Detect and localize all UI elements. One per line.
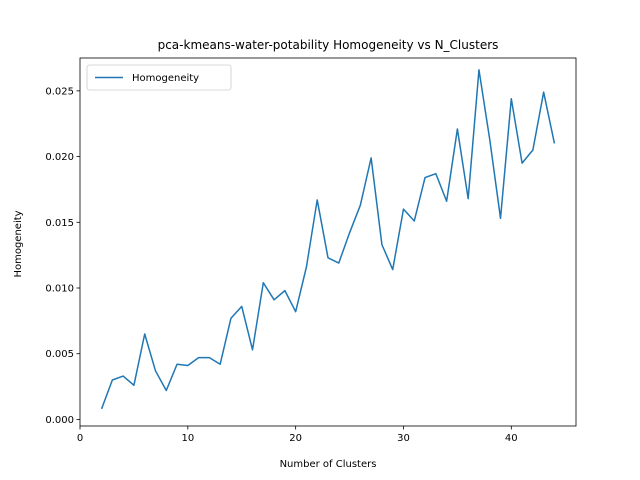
legend-box: [86, 64, 232, 91]
legend-label-homogeneity: Homogeneity: [132, 73, 199, 84]
plot-area: 0 10 20 30 40 0.000 0.005 0.010 0.015 0.020 0.025 H…: [45, 57, 577, 444]
y-axis-label: Homogeneity: [13, 210, 24, 277]
x-tick-label: 30: [397, 433, 410, 444]
y-tick-label: 0.000: [45, 415, 74, 426]
x-tick-label: 10: [181, 433, 194, 444]
x-tick-label: 0: [77, 433, 83, 444]
chart-title: pca-kmeans-water-potability Homogeneity …: [158, 38, 499, 52]
y-tick-label: 0.015: [45, 218, 74, 229]
x-tick-label: 20: [289, 433, 302, 444]
y-tick-label: 0.020: [45, 152, 74, 163]
series-line-homogeneity: [100, 69, 556, 410]
y-tick-label: 0.025: [45, 86, 74, 97]
y-tick-label: 0.010: [45, 284, 74, 295]
axes-frame: [79, 57, 577, 427]
y-tick-label: 0.005: [45, 349, 74, 360]
x-tick-label: 40: [505, 433, 518, 444]
x-axis-label: Number of Clusters: [280, 459, 377, 470]
